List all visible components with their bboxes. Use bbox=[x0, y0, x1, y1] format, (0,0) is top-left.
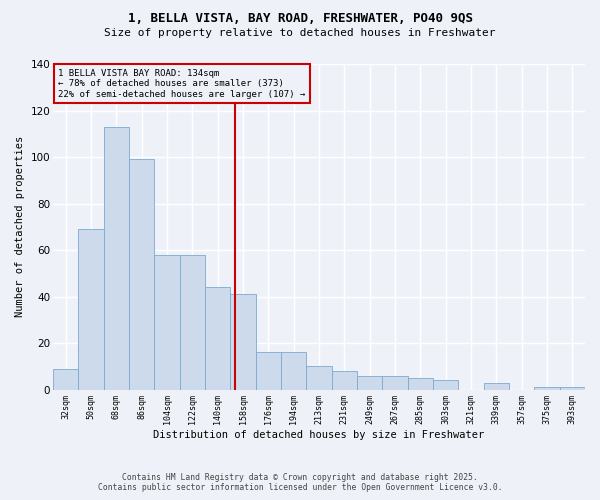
Y-axis label: Number of detached properties: Number of detached properties bbox=[15, 136, 25, 318]
Bar bbox=[535, 388, 560, 390]
Bar bbox=[560, 388, 585, 390]
X-axis label: Distribution of detached houses by size in Freshwater: Distribution of detached houses by size … bbox=[154, 430, 485, 440]
Bar bbox=[332, 371, 357, 390]
Bar bbox=[53, 368, 79, 390]
Text: Contains HM Land Registry data © Crown copyright and database right 2025.
Contai: Contains HM Land Registry data © Crown c… bbox=[98, 473, 502, 492]
Bar bbox=[357, 376, 382, 390]
Bar bbox=[230, 294, 256, 390]
Bar bbox=[205, 288, 230, 390]
Text: 1, BELLA VISTA, BAY ROAD, FRESHWATER, PO40 9QS: 1, BELLA VISTA, BAY ROAD, FRESHWATER, PO… bbox=[128, 12, 473, 26]
Bar bbox=[104, 127, 129, 390]
Bar bbox=[79, 229, 104, 390]
Bar bbox=[281, 352, 307, 390]
Bar bbox=[180, 254, 205, 390]
Bar bbox=[129, 160, 154, 390]
Bar bbox=[484, 382, 509, 390]
Text: Size of property relative to detached houses in Freshwater: Size of property relative to detached ho… bbox=[104, 28, 496, 38]
Text: 1 BELLA VISTA BAY ROAD: 134sqm
← 78% of detached houses are smaller (373)
22% of: 1 BELLA VISTA BAY ROAD: 134sqm ← 78% of … bbox=[58, 69, 305, 98]
Bar bbox=[407, 378, 433, 390]
Bar bbox=[307, 366, 332, 390]
Bar bbox=[256, 352, 281, 390]
Bar bbox=[433, 380, 458, 390]
Bar bbox=[382, 376, 407, 390]
Bar bbox=[154, 254, 180, 390]
